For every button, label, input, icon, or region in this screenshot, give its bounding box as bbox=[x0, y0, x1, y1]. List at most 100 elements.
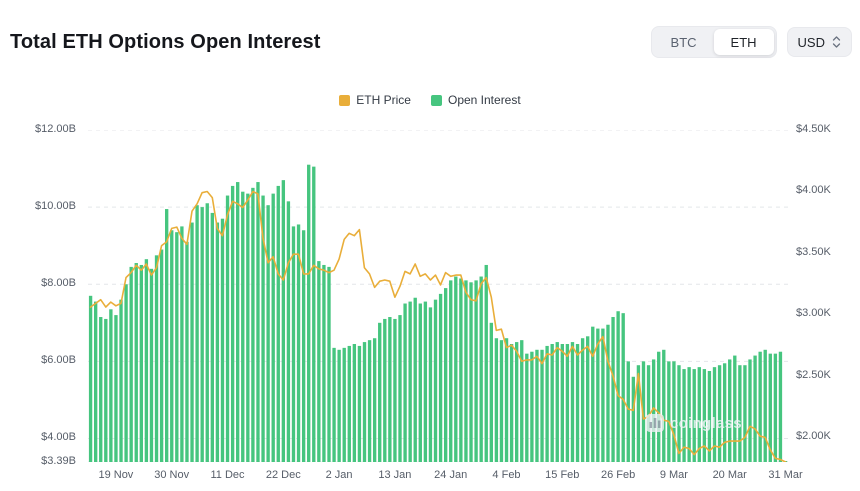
open-interest-bar[interactable] bbox=[535, 349, 539, 462]
open-interest-bar[interactable] bbox=[159, 249, 164, 462]
open-interest-bar[interactable] bbox=[515, 342, 519, 462]
open-interest-bar[interactable] bbox=[560, 344, 564, 462]
open-interest-bar[interactable] bbox=[530, 351, 534, 462]
open-interest-bar[interactable] bbox=[646, 365, 651, 462]
open-interest-bar[interactable] bbox=[651, 359, 656, 462]
open-interest-bar[interactable] bbox=[758, 351, 762, 462]
open-interest-bar[interactable] bbox=[489, 322, 493, 462]
open-interest-bar[interactable] bbox=[114, 315, 118, 462]
open-interest-bar[interactable] bbox=[246, 193, 250, 462]
open-interest-bar[interactable] bbox=[717, 365, 722, 462]
open-interest-bar[interactable] bbox=[433, 299, 438, 462]
open-interest-bar[interactable] bbox=[621, 313, 625, 462]
open-interest-bar[interactable] bbox=[479, 276, 483, 462]
open-interest-bar[interactable] bbox=[286, 201, 291, 462]
open-interest-bar[interactable] bbox=[413, 297, 417, 462]
open-interest-bar[interactable] bbox=[636, 365, 641, 462]
open-interest-bar[interactable] bbox=[312, 166, 316, 462]
open-interest-bar[interactable] bbox=[210, 212, 214, 462]
open-interest-bar[interactable] bbox=[301, 230, 306, 462]
legend-item-eth-price[interactable]: ETH Price bbox=[339, 93, 411, 107]
open-interest-bar[interactable] bbox=[667, 361, 671, 462]
open-interest-bar[interactable] bbox=[657, 351, 661, 462]
open-interest-bar[interactable] bbox=[261, 195, 265, 462]
open-interest-bar[interactable] bbox=[195, 205, 199, 462]
open-interest-bar[interactable] bbox=[200, 207, 204, 462]
open-interest-bar[interactable] bbox=[220, 218, 225, 462]
open-interest-bar[interactable] bbox=[342, 347, 346, 462]
open-interest-bar[interactable] bbox=[672, 361, 676, 462]
open-interest-bar[interactable] bbox=[499, 340, 504, 462]
chart-plot[interactable] bbox=[88, 130, 788, 462]
open-interest-bar[interactable] bbox=[520, 340, 524, 462]
open-interest-bar[interactable] bbox=[687, 367, 691, 462]
open-interest-bar[interactable] bbox=[388, 317, 392, 462]
open-interest-bar[interactable] bbox=[631, 376, 636, 462]
open-interest-bar[interactable] bbox=[170, 230, 174, 462]
open-interest-bar[interactable] bbox=[601, 328, 605, 462]
open-interest-bar[interactable] bbox=[504, 338, 509, 462]
open-interest-bar[interactable] bbox=[474, 280, 478, 462]
open-interest-bar[interactable] bbox=[175, 232, 179, 462]
open-interest-bar[interactable] bbox=[626, 361, 630, 462]
eth-price-line[interactable] bbox=[89, 190, 787, 463]
legend-item-open-interest[interactable]: Open Interest bbox=[430, 93, 521, 107]
open-interest-bar[interactable] bbox=[778, 351, 783, 462]
open-interest-bar[interactable] bbox=[281, 180, 286, 462]
open-interest-bar[interactable] bbox=[611, 317, 615, 462]
open-interest-bar[interactable] bbox=[332, 347, 336, 462]
open-interest-bar[interactable] bbox=[119, 299, 123, 462]
open-interest-bar[interactable] bbox=[378, 322, 382, 462]
open-interest-bar[interactable] bbox=[129, 266, 133, 462]
open-interest-bar[interactable] bbox=[454, 276, 458, 462]
open-interest-bar[interactable] bbox=[225, 195, 230, 462]
open-interest-bar[interactable] bbox=[241, 191, 245, 462]
open-interest-bar[interactable] bbox=[99, 317, 103, 462]
open-interest-bar[interactable] bbox=[722, 363, 727, 462]
open-interest-bar[interactable] bbox=[205, 203, 209, 462]
open-interest-bar[interactable] bbox=[322, 264, 326, 462]
open-interest-bar[interactable] bbox=[707, 371, 712, 462]
open-interest-bar[interactable] bbox=[509, 344, 514, 462]
open-interest-bar[interactable] bbox=[347, 345, 351, 462]
open-interest-bar[interactable] bbox=[682, 369, 686, 462]
open-interest-bar[interactable] bbox=[104, 318, 108, 462]
open-interest-bar[interactable] bbox=[180, 226, 184, 462]
open-interest-bar[interactable] bbox=[743, 365, 747, 462]
open-interest-bar[interactable] bbox=[165, 209, 169, 462]
open-interest-bar[interactable] bbox=[570, 342, 575, 462]
open-interest-bar[interactable] bbox=[702, 369, 707, 462]
open-interest-bar[interactable] bbox=[251, 187, 255, 462]
open-interest-bar[interactable] bbox=[545, 345, 549, 462]
open-interest-bar[interactable] bbox=[327, 266, 331, 462]
open-interest-bar[interactable] bbox=[291, 226, 296, 462]
open-interest-bar[interactable] bbox=[256, 182, 260, 462]
open-interest-bar[interactable] bbox=[616, 311, 620, 462]
open-interest-bar[interactable] bbox=[555, 342, 559, 462]
open-interest-bar[interactable] bbox=[352, 344, 357, 462]
open-interest-bar[interactable] bbox=[484, 264, 488, 462]
open-interest-bar[interactable] bbox=[550, 344, 554, 462]
coin-toggle-btc[interactable]: BTC bbox=[654, 29, 714, 55]
open-interest-bar[interactable] bbox=[149, 268, 154, 462]
open-interest-bar[interactable] bbox=[93, 301, 98, 462]
open-interest-bar[interactable] bbox=[337, 349, 341, 462]
open-interest-bar[interactable] bbox=[525, 353, 529, 462]
open-interest-bar[interactable] bbox=[586, 336, 590, 462]
open-interest-bar[interactable] bbox=[459, 278, 463, 462]
open-interest-bar[interactable] bbox=[88, 295, 93, 462]
open-interest-bar[interactable] bbox=[154, 255, 159, 462]
open-interest-bar[interactable] bbox=[697, 367, 701, 462]
open-interest-bar[interactable] bbox=[190, 222, 194, 462]
open-interest-bar[interactable] bbox=[692, 369, 696, 462]
open-interest-bar[interactable] bbox=[773, 353, 778, 462]
open-interest-bar[interactable] bbox=[464, 280, 468, 462]
open-interest-bar[interactable] bbox=[591, 326, 595, 462]
open-interest-bar[interactable] bbox=[738, 365, 742, 462]
coin-toggle-eth[interactable]: ETH bbox=[713, 29, 774, 55]
open-interest-bar[interactable] bbox=[266, 205, 270, 462]
open-interest-bar[interactable] bbox=[423, 301, 428, 462]
open-interest-bar[interactable] bbox=[215, 222, 220, 462]
open-interest-bar[interactable] bbox=[271, 193, 275, 462]
open-interest-bar[interactable] bbox=[230, 185, 235, 462]
